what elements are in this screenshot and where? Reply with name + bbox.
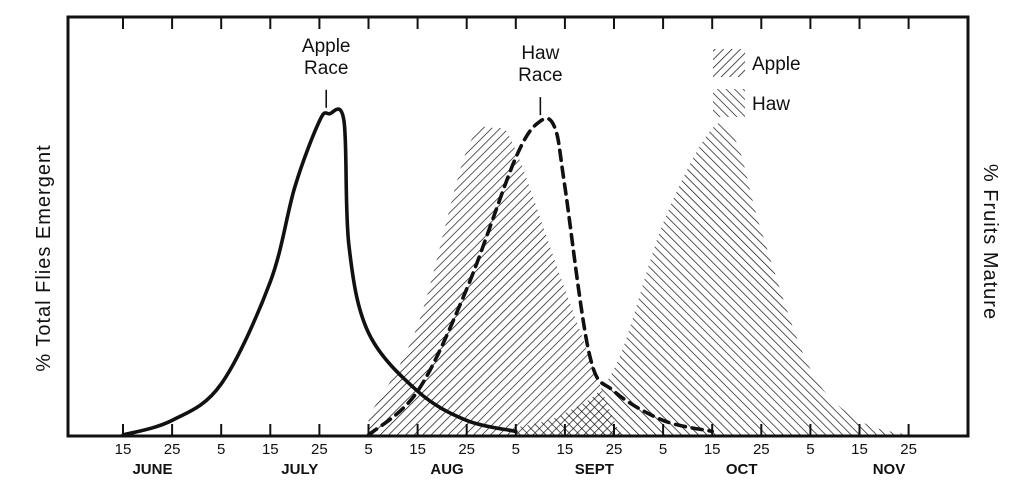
x-tick-label: 5 [217, 441, 225, 458]
x-tick-label: 25 [753, 441, 770, 458]
x-tick-label: 5 [364, 441, 372, 458]
x-tick-label: 25 [458, 441, 475, 458]
x-tick-label: 15 [704, 441, 721, 458]
legend-swatch-apple [713, 49, 745, 77]
legend-label-haw: Haw [752, 94, 790, 115]
x-tick-label: 15 [262, 441, 279, 458]
month-label: JUNE [132, 461, 172, 478]
month-label: OCT [726, 461, 758, 478]
fly-curve-apple-race [121, 107, 518, 436]
x-tick-label: 25 [900, 441, 917, 458]
month-label: SEPT [575, 461, 614, 478]
fruit-area-haw [515, 122, 909, 435]
x-tick-label: 15 [115, 441, 132, 458]
month-label: JULY [281, 461, 318, 478]
legend-swatch-haw [713, 89, 745, 117]
left-axis-label: % Total Flies Emergent [33, 144, 55, 371]
curve-label-haw-race: Haw [521, 43, 559, 64]
curve-label-haw-race: Race [518, 65, 562, 86]
x-tick-label: 5 [512, 441, 520, 458]
legend: Apple Haw [713, 49, 801, 117]
fly-curve-haw-race [366, 116, 714, 436]
curve-label-apple-race: Apple [302, 36, 351, 57]
plot-frame [66, 15, 970, 438]
x-tick-label: 25 [606, 441, 623, 458]
x-tick-label: 5 [659, 441, 667, 458]
x-tick-label: 25 [164, 441, 181, 458]
fruit-area-apple [368, 126, 629, 436]
curve-label-apple-race: Race [304, 58, 348, 79]
legend-label-apple: Apple [752, 54, 801, 75]
x-tick-label: 5 [806, 441, 814, 458]
x-tick-label: 15 [557, 441, 574, 458]
month-label: AUG [430, 461, 463, 478]
month-label: NOV [873, 461, 906, 478]
right-axis-label: % Fruits Mature [979, 164, 1001, 320]
x-tick-label: 15 [851, 441, 868, 458]
x-tick-label: 15 [409, 441, 426, 458]
x-tick-label: 25 [311, 441, 328, 458]
